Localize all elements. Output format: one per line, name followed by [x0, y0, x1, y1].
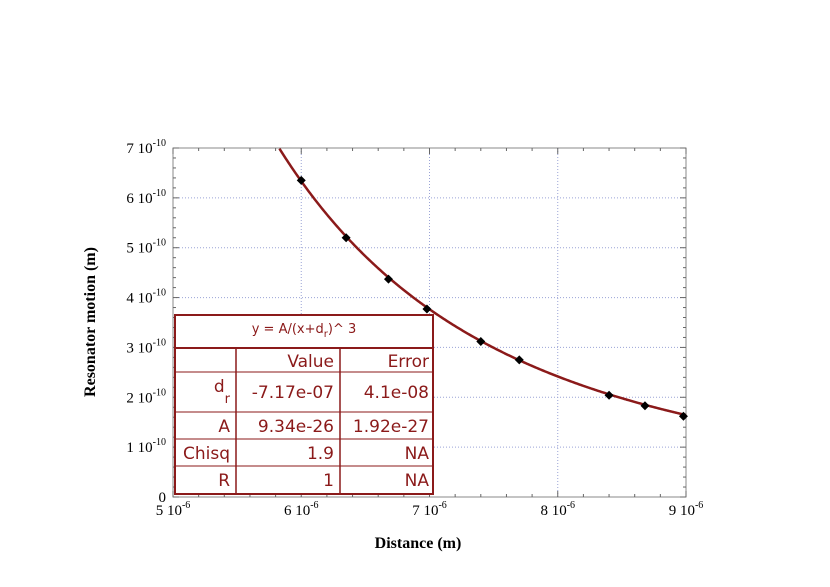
fit-header-value: Value — [287, 352, 334, 372]
data-point — [604, 390, 614, 400]
fit-row-error: NA — [405, 444, 430, 464]
x-tick-label: 5 10-6 — [156, 500, 191, 519]
fit-row-name: Chisq — [183, 444, 230, 464]
y-tick-label: 2 10-10 — [126, 387, 166, 406]
x-tick-label: 7 10-6 — [412, 500, 447, 519]
data-point — [476, 336, 486, 346]
y-axis-title: Resonator motion (m) — [82, 247, 99, 397]
data-point — [678, 411, 688, 421]
y-tick-label: 7 10-10 — [126, 138, 166, 157]
data-point — [383, 274, 393, 284]
y-axis: 0 1 10-10 2 10-10 3 10-10 4 10-10 5 10-10 6 10… — [126, 138, 686, 506]
x-axis-title: Distance (m) — [375, 535, 462, 552]
fit-row-value: 1 — [323, 471, 334, 491]
data-point — [422, 304, 432, 314]
y-tick-label: 3 10-10 — [126, 337, 166, 356]
fit-box-frame — [174, 314, 434, 495]
x-tick-label: 8 10-6 — [540, 500, 575, 519]
fit-row-value: -7.17e-07 — [252, 383, 334, 403]
y-tick-label: 5 10-10 — [126, 238, 166, 257]
x-tick-label: 9 10-6 — [669, 500, 704, 519]
data-point — [514, 355, 524, 365]
fit-results-box: y = A/(x+dr)^ 3 Value Error dr -7.17e-07… — [174, 314, 434, 495]
fit-row-error: 4.1e-08 — [364, 383, 429, 403]
fit-row-name: dr — [214, 377, 231, 407]
fit-row-name: A — [218, 417, 230, 437]
fit-row-name: R — [218, 471, 230, 491]
y-tick-label: 1 10-10 — [126, 437, 166, 456]
y-tick-label: 4 10-10 — [126, 288, 166, 307]
fit-equation: y = A/(x+dr)^ 3 — [252, 322, 357, 340]
fit-row-error: 1.92e-27 — [353, 417, 429, 437]
data-point — [296, 175, 306, 185]
x-tick-label: 6 10-6 — [284, 500, 319, 519]
fit-header-error: Error — [388, 352, 429, 372]
data-point — [640, 401, 650, 411]
fit-row-value: 9.34e-26 — [258, 417, 334, 437]
fit-row-error: NA — [405, 471, 430, 491]
data-point — [341, 233, 351, 243]
data-points — [296, 175, 688, 421]
y-tick-label: 6 10-10 — [126, 188, 166, 207]
y-tick-label: 0 — [159, 490, 167, 506]
fit-row-value: 1.9 — [307, 444, 334, 464]
